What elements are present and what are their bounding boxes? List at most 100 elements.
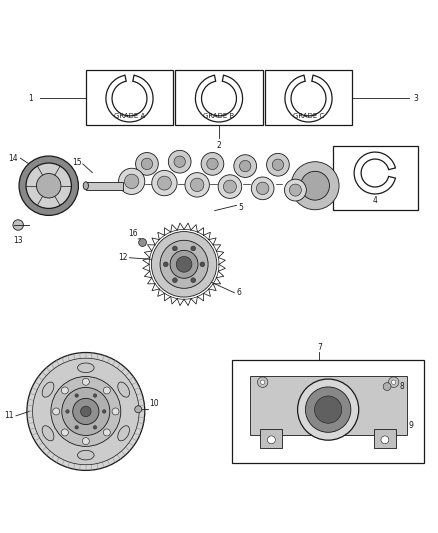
Circle shape [383,383,391,391]
Circle shape [53,408,60,415]
Circle shape [218,175,242,198]
Circle shape [392,380,396,384]
Bar [265,70,352,125]
Circle shape [157,176,171,190]
Text: 1: 1 [29,94,33,103]
Bar [261,430,283,448]
Ellipse shape [78,450,94,460]
Circle shape [103,429,110,436]
Circle shape [75,425,78,429]
Circle shape [102,410,106,413]
Circle shape [297,379,359,440]
Circle shape [381,436,389,444]
Circle shape [93,425,97,429]
Circle shape [251,177,274,200]
Circle shape [174,156,185,167]
Text: 5: 5 [239,203,244,212]
Circle shape [223,180,237,193]
Circle shape [176,256,192,272]
Circle shape [82,378,89,385]
Circle shape [119,168,145,195]
Circle shape [151,231,217,297]
Circle shape [191,246,196,251]
Circle shape [103,387,110,394]
Circle shape [27,352,145,471]
Text: 7: 7 [317,343,322,352]
Ellipse shape [118,382,130,397]
Ellipse shape [42,426,54,441]
Circle shape [26,163,71,208]
Text: 12: 12 [118,253,127,262]
Circle shape [13,220,23,230]
Circle shape [290,184,301,196]
Bar [175,70,263,125]
Circle shape [62,387,110,435]
Circle shape [136,152,158,175]
Circle shape [173,278,177,282]
Bar [232,360,424,463]
Circle shape [191,278,196,282]
Circle shape [163,262,168,266]
Text: 3: 3 [413,94,418,103]
Text: 8: 8 [399,382,404,391]
Ellipse shape [83,182,88,190]
Circle shape [168,150,191,173]
Circle shape [66,410,69,413]
Bar [374,430,396,448]
Text: 10: 10 [149,399,159,408]
Circle shape [240,160,251,172]
Text: 2: 2 [217,141,221,150]
Text: 14: 14 [8,154,18,163]
Circle shape [268,436,276,444]
Circle shape [75,394,78,397]
Text: 16: 16 [129,229,138,238]
Circle shape [291,161,339,210]
Circle shape [36,174,61,198]
Circle shape [314,396,342,423]
Text: 6: 6 [237,288,241,297]
Circle shape [200,262,205,266]
Circle shape [139,239,147,246]
Circle shape [51,376,121,446]
Circle shape [81,406,91,417]
Circle shape [170,251,198,278]
Circle shape [32,358,139,465]
Bar [250,376,407,434]
Circle shape [61,429,68,436]
Circle shape [112,408,119,415]
Text: GRADE C: GRADE C [293,113,324,119]
Circle shape [234,155,257,177]
Ellipse shape [78,363,94,373]
Circle shape [201,152,224,175]
Circle shape [185,173,209,197]
Circle shape [61,387,68,394]
Circle shape [258,377,268,387]
Bar [86,182,123,190]
Bar [86,70,173,125]
Text: GRADE B: GRADE B [203,113,235,119]
Circle shape [160,240,208,288]
Circle shape [389,377,399,387]
Circle shape [82,438,89,445]
Circle shape [19,156,78,215]
Circle shape [305,387,351,432]
Text: 9: 9 [409,422,414,430]
Circle shape [256,182,269,195]
Circle shape [93,394,97,397]
Bar [332,147,418,210]
Circle shape [141,158,152,169]
Text: 11: 11 [4,411,14,421]
Circle shape [135,406,142,413]
Circle shape [261,380,265,384]
Circle shape [300,171,329,200]
Circle shape [191,178,204,191]
Text: GRADE A: GRADE A [114,113,145,119]
Text: 13: 13 [13,236,23,245]
Circle shape [207,158,218,169]
Circle shape [272,159,284,171]
Circle shape [285,179,306,201]
Circle shape [173,246,177,251]
Circle shape [124,174,139,189]
Circle shape [152,171,177,196]
Ellipse shape [118,426,130,441]
